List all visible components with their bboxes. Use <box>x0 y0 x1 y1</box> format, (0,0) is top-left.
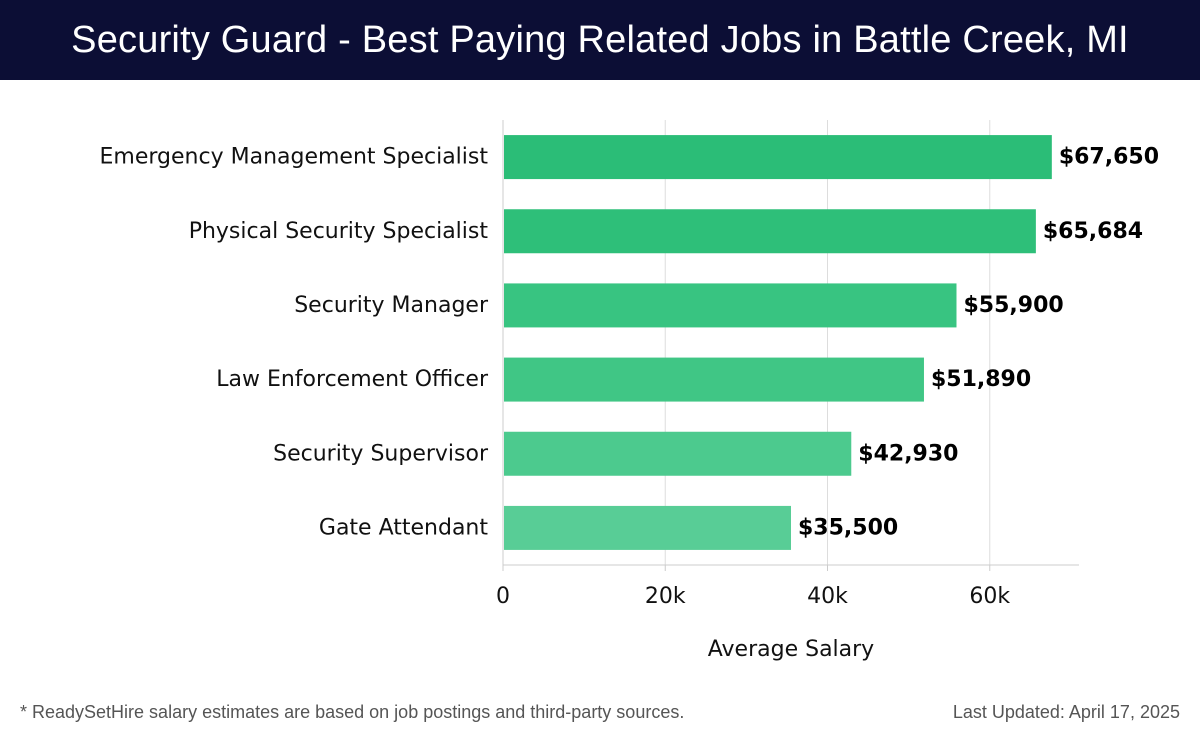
last-updated: Last Updated: April 17, 2025 <box>952 702 1180 722</box>
category-label: Physical Security Specialist <box>189 219 489 244</box>
category-label: Gate Attendant <box>319 515 488 540</box>
chart-header: Security Guard - Best Paying Related Job… <box>0 0 1200 80</box>
value-label: $51,890 <box>931 367 1031 392</box>
value-label: $55,900 <box>963 293 1063 318</box>
category-label: Law Enforcement Officer <box>216 367 489 392</box>
bar <box>504 209 1036 254</box>
chart-title: Security Guard - Best Paying Related Job… <box>71 18 1129 61</box>
value-label: $65,684 <box>1043 219 1143 244</box>
category-label: Security Supervisor <box>273 441 489 466</box>
category-label: Security Manager <box>294 293 489 318</box>
footer-note: * ReadySetHire salary estimates are base… <box>20 702 685 722</box>
value-label: $42,930 <box>858 441 958 466</box>
bar <box>504 283 957 328</box>
bar <box>504 431 852 476</box>
category-label: Emergency Management Specialist <box>100 145 489 170</box>
x-tick-label: 40k <box>807 584 848 609</box>
value-label: $35,500 <box>798 515 898 540</box>
bar <box>504 505 791 550</box>
x-tick-label: 0 <box>496 584 510 609</box>
value-label: $67,650 <box>1059 145 1159 170</box>
x-axis-title: Average Salary <box>708 637 874 662</box>
x-tick-label: 20k <box>645 584 686 609</box>
x-tick-label: 60k <box>969 584 1010 609</box>
salary-bar-chart: Emergency Management Specialist $67,650 Ph… <box>100 120 1159 662</box>
bar <box>504 135 1052 180</box>
bar <box>504 357 924 402</box>
